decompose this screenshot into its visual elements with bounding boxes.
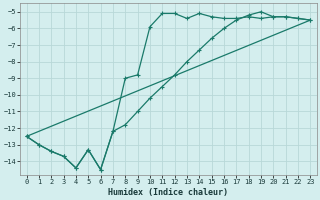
X-axis label: Humidex (Indice chaleur): Humidex (Indice chaleur) <box>108 188 228 197</box>
